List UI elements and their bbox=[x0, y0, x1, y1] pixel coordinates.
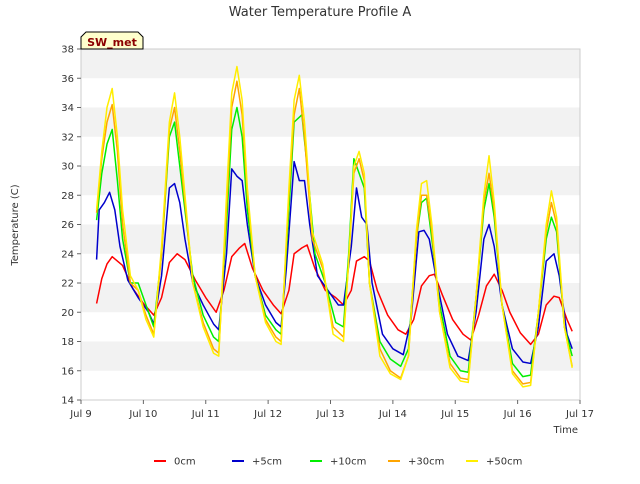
y-tick-label: 22 bbox=[61, 279, 74, 290]
series-lines bbox=[95, 65, 573, 388]
x-tick-label: Jul 9 bbox=[69, 409, 92, 420]
legend: 0cm +5cm +10cm +30cm +50cm bbox=[154, 457, 522, 468]
x-tick-label: Jul 10 bbox=[128, 409, 157, 420]
series-line-5cm bbox=[95, 160, 573, 365]
grid-band bbox=[81, 253, 580, 283]
y-tick-label: 34 bbox=[61, 103, 74, 114]
y-tick-label: 14 bbox=[61, 396, 74, 407]
station-label-background bbox=[80, 31, 144, 50]
x-tick-label: Jul 12 bbox=[253, 409, 282, 420]
grid-band bbox=[81, 107, 580, 137]
y-tick-label: 30 bbox=[61, 162, 74, 173]
grid-band bbox=[81, 49, 580, 79]
legend-label: +30cm bbox=[408, 457, 444, 468]
legend-label: 0cm bbox=[174, 457, 196, 468]
y-tick-label: 26 bbox=[61, 220, 74, 231]
y-tick-label: 24 bbox=[61, 249, 74, 260]
station-label-box: SW_met bbox=[80, 31, 144, 50]
legend-label: +50cm bbox=[486, 457, 522, 468]
grid-band bbox=[81, 78, 580, 108]
grid-band bbox=[81, 166, 580, 196]
grid-band bbox=[81, 341, 580, 371]
station-label: SW_met bbox=[87, 36, 137, 49]
x-tick-label: Jul 17 bbox=[565, 409, 594, 420]
y-tick-label: 32 bbox=[61, 132, 74, 143]
grid-band bbox=[81, 224, 580, 254]
x-axis-label: Time bbox=[553, 425, 578, 436]
plot-background-bands bbox=[81, 49, 580, 400]
y-tick-label: 16 bbox=[61, 366, 74, 377]
y-tick-label: 38 bbox=[61, 45, 74, 56]
grid-band bbox=[81, 136, 580, 166]
series-line-50cm bbox=[95, 65, 573, 388]
legend-label: +10cm bbox=[330, 457, 366, 468]
y-tick-label: 36 bbox=[61, 74, 74, 85]
x-tick-label: Jul 11 bbox=[191, 409, 220, 420]
y-tick-label: 28 bbox=[61, 191, 74, 202]
y-tick-label: 18 bbox=[61, 337, 74, 348]
grid-band bbox=[81, 370, 580, 400]
x-tick-label: Jul 15 bbox=[440, 409, 469, 420]
x-axis: Jul 9 Jul 10 Jul 11 Jul 12 Jul 13 Jul 14 Jul 1… bbox=[69, 400, 594, 420]
chart-title: Water Temperature Profile A bbox=[229, 5, 412, 20]
x-tick-label: Jul 13 bbox=[316, 409, 345, 420]
legend-label: +5cm bbox=[252, 457, 282, 468]
x-tick-label: Jul 16 bbox=[503, 409, 532, 420]
y-axis: 14 16 18 20 22 24 26 28 30 32 34 36 38 bbox=[61, 45, 81, 407]
grid-band bbox=[81, 195, 580, 225]
series-line-0cm bbox=[95, 242, 573, 346]
x-tick-label: Jul 14 bbox=[378, 409, 407, 420]
y-tick-label: 20 bbox=[61, 308, 74, 319]
y-axis-label: Temperature (C) bbox=[10, 184, 21, 266]
